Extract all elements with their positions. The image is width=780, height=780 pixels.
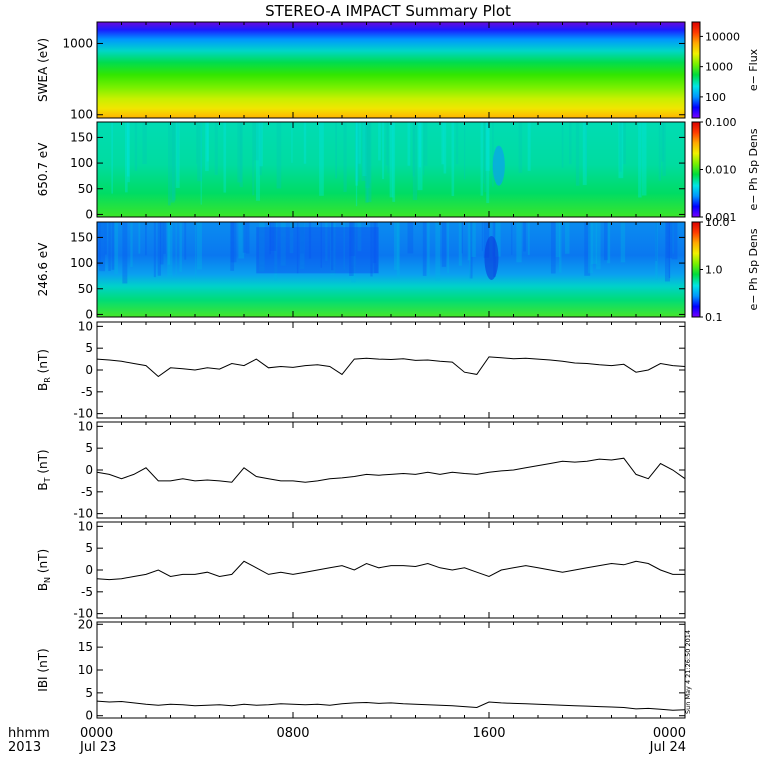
colorbar-tick-label: 100 bbox=[705, 91, 726, 104]
time-label-hhmm: hhmm bbox=[8, 726, 50, 741]
time-label-1600: 1600 bbox=[472, 726, 505, 741]
panel-swea: 100 1000 10000 e− Flux 100 1000 SWEA (eV) bbox=[36, 21, 760, 122]
swea-heatmap bbox=[97, 22, 685, 118]
y-tick-label: 5 bbox=[85, 541, 93, 555]
panel-frame bbox=[96, 621, 686, 719]
panel-bmag: 0 5 10 15 20 IBI (nT) bbox=[36, 617, 686, 723]
y-tick-label: 10 bbox=[78, 419, 93, 433]
y-tick-label: 5 bbox=[85, 686, 93, 700]
y-tick-label: 150 bbox=[70, 130, 93, 144]
colorbar-tick-label: 0.100 bbox=[705, 116, 737, 129]
panel-pad_650: 0.001 0.010 0.100 e− Ph Sp Dens 0 50 100 150 650… bbox=[36, 116, 760, 224]
y-tick-label: 0 bbox=[85, 709, 93, 723]
y-tick-label: 0 bbox=[85, 307, 93, 321]
y-tick-label: -5 bbox=[81, 385, 93, 399]
colorbar-tick-label: 1000 bbox=[705, 61, 733, 74]
y-tick-label: -5 bbox=[81, 585, 93, 599]
y-tick-label: 150 bbox=[70, 230, 93, 244]
time-label-year: 2013 bbox=[8, 740, 41, 755]
colorbar-tick-label: 0.010 bbox=[705, 164, 737, 177]
y-tick-label: 20 bbox=[78, 617, 93, 631]
y-tick-label: 100 bbox=[70, 156, 93, 170]
colorbar-label: e− Ph Sp Dens bbox=[747, 228, 760, 310]
time-label-jul24: Jul 24 bbox=[649, 740, 686, 755]
colorbar-pad_650 bbox=[691, 121, 701, 218]
chart-title: STEREO-A IMPACT Summary Plot bbox=[265, 2, 511, 20]
time-label-0000-start: 0000 bbox=[80, 726, 113, 741]
y-axis-label: IBI (nT) bbox=[36, 648, 50, 691]
colorbar-tick-label: 10000 bbox=[705, 30, 740, 43]
panel-bn: -10 -5 0 5 10 BN (nT) bbox=[36, 519, 686, 621]
y-tick-label: -10 bbox=[73, 507, 93, 521]
y-axis-label: BN (nT) bbox=[36, 549, 52, 591]
colorbar-pad_246 bbox=[691, 221, 701, 318]
y-tick-label: 5 bbox=[85, 341, 93, 355]
y-axis-label: BR (nT) bbox=[36, 349, 52, 391]
y-tick-label: 15 bbox=[78, 640, 93, 654]
y-tick-label: -5 bbox=[81, 485, 93, 499]
y-tick-label: 50 bbox=[78, 182, 93, 196]
panel-frame bbox=[96, 321, 686, 419]
panel-frame bbox=[96, 421, 686, 519]
time-label-jul23: Jul 23 bbox=[79, 740, 116, 755]
y-tick-label: 100 bbox=[70, 256, 93, 270]
panel-bt: -10 -5 0 5 10 BT (nT) bbox=[36, 419, 686, 521]
y-axis-label: 650.7 eV bbox=[36, 142, 50, 197]
y-tick-label: 5 bbox=[85, 441, 93, 455]
colorbar-tick-label: 10.0 bbox=[705, 216, 730, 229]
y-tick-label: 50 bbox=[78, 282, 93, 296]
y-tick-label: -10 bbox=[73, 607, 93, 621]
colorbar-tick-label: 0.1 bbox=[705, 311, 723, 324]
timestamp: Sun May 4 21:26:50 2014 bbox=[684, 630, 692, 714]
series-line-bt bbox=[96, 457, 686, 483]
time-label-0800: 0800 bbox=[276, 726, 309, 741]
y-tick-label: 0 bbox=[85, 207, 93, 221]
colorbar-label: e− Ph Sp Dens bbox=[747, 128, 760, 210]
y-tick-label: 10 bbox=[78, 319, 93, 333]
y-axis-label: BT (nT) bbox=[36, 449, 52, 490]
panel-br: -10 -5 0 5 10 BR (nT) bbox=[36, 319, 686, 421]
colorbar-tick-label: 0.001 bbox=[705, 211, 737, 224]
pad650-heatmap bbox=[97, 122, 685, 217]
y-tick-label: 0 bbox=[85, 363, 93, 377]
y-tick-label: 0 bbox=[85, 563, 93, 577]
y-tick-label: 0 bbox=[85, 463, 93, 477]
time-label-0000-end: 0000 bbox=[653, 726, 686, 741]
y-tick-label: 10 bbox=[78, 663, 93, 677]
colorbar-swea bbox=[691, 21, 701, 119]
panel-pad_246: 0.1 1.0 10.0 e− Ph Sp Dens 0 50 100 150 246.6 eV bbox=[36, 216, 760, 324]
series-line-bmag bbox=[96, 700, 686, 711]
y-tick-label: -10 bbox=[73, 407, 93, 421]
y-tick-label: 1000 bbox=[62, 36, 93, 50]
series-line-bn bbox=[96, 560, 685, 581]
y-axis-label: SWEA (eV) bbox=[36, 38, 50, 102]
series-line-br bbox=[96, 356, 686, 378]
pad246-heatmap bbox=[97, 222, 685, 317]
panel-frame bbox=[96, 521, 686, 619]
colorbar-label: e− Flux bbox=[747, 48, 760, 91]
y-axis-label: 246.6 eV bbox=[36, 242, 50, 297]
y-tick-label: 10 bbox=[78, 519, 93, 533]
y-tick-label: 100 bbox=[70, 108, 93, 122]
colorbar-tick-label: 1.0 bbox=[705, 264, 723, 277]
